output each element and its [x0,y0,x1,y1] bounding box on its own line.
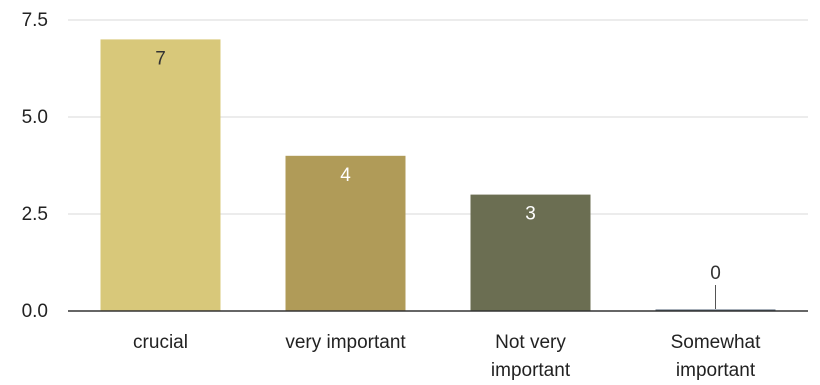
category-labels: crucial very important Not very important So… [133,332,761,381]
y-tick-label: 2.5 [22,204,48,225]
x-tick-label: Not very important [491,332,571,381]
y-tick-label: 0.0 [22,301,48,322]
data-label: 7 [155,48,166,69]
data-label: 0 [710,263,721,284]
x-tick-label: crucial [133,332,188,353]
x-tick-label: very important [285,332,406,353]
y-axis-ticks: 0.0 2.5 5.0 7.5 [22,10,48,322]
data-labels: 7 4 3 0 [155,48,721,309]
y-tick-label: 7.5 [22,10,48,31]
bar [470,194,591,311]
data-label: 3 [525,204,536,225]
y-tick-label: 5.0 [22,107,48,128]
bar [285,155,406,311]
bars [100,39,776,312]
data-label: 4 [340,165,351,186]
bar [100,39,221,312]
x-tick-label: Somewhat important [671,332,761,381]
